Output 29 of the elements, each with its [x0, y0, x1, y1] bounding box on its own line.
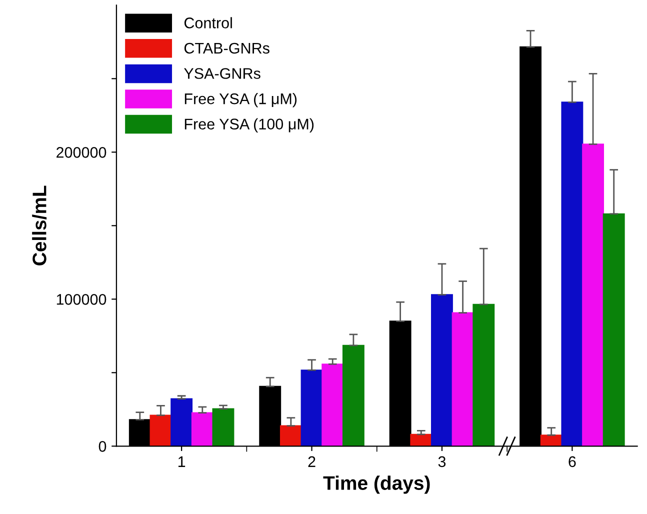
bar [602, 213, 625, 446]
bar [150, 414, 172, 446]
bar [472, 304, 495, 446]
bar [342, 344, 364, 446]
x-axis-title: Time (days) [323, 476, 430, 494]
x-tick-label: 3 [438, 456, 446, 468]
bar [410, 434, 432, 446]
y-tick-label: 100000 [56, 294, 106, 305]
bar [191, 412, 214, 446]
x-tick-label: 6 [568, 456, 576, 468]
bar [582, 144, 604, 446]
y-tick-label: 200000 [56, 147, 106, 158]
bar [322, 364, 344, 446]
legend-label: Control [184, 17, 232, 28]
x-tick-label: 2 [308, 456, 316, 467]
bar [212, 408, 234, 446]
bar [170, 398, 193, 446]
legend-label: Free YSA (1 μM) [184, 92, 297, 108]
y-tick-label: 0 [98, 441, 106, 452]
x-tick-label: 1 [178, 456, 186, 467]
legend-label: Free YSA (100 μM) [184, 118, 314, 133]
bar [280, 425, 302, 446]
legend-label: CTAB-GNRs [184, 42, 270, 54]
bar [561, 102, 584, 446]
legend-label: YSA-GNRs [184, 68, 260, 79]
bar [300, 370, 323, 446]
bar [431, 294, 453, 446]
y-axis-title: Cells/mL [32, 186, 47, 266]
bar [452, 312, 474, 446]
